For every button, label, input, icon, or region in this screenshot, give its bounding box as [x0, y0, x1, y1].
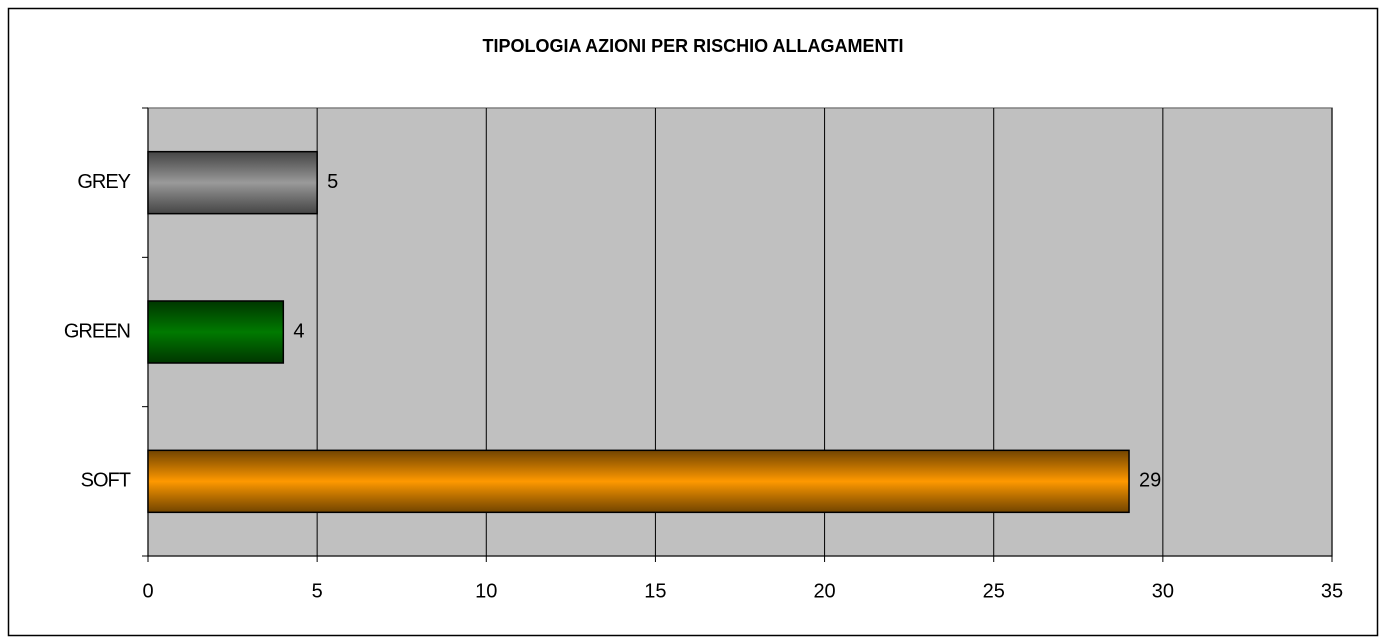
x-tick-label: 30 — [1152, 580, 1174, 602]
bar — [147, 150, 318, 215]
y-tick-label: GREY — [77, 171, 130, 193]
data-label: 4 — [293, 320, 304, 342]
data-label: 5 — [327, 171, 338, 193]
x-tick-label: 10 — [475, 580, 497, 602]
data-label: 29 — [1139, 470, 1161, 492]
chart-title: TIPOLOGIA AZIONI PER RISCHIO ALLAGAMENTI — [483, 36, 904, 56]
y-tick-label: GREEN — [64, 320, 130, 342]
x-tick-label: 25 — [983, 580, 1005, 602]
bar — [147, 449, 1130, 514]
x-tick-label: 15 — [644, 580, 666, 602]
x-tick-label: 35 — [1321, 580, 1343, 602]
y-tick-label: SOFT — [81, 470, 131, 492]
x-tick-label: 0 — [142, 580, 153, 602]
x-tick-label: 5 — [312, 580, 323, 602]
bar — [147, 300, 285, 364]
x-tick-label: 20 — [813, 580, 835, 602]
